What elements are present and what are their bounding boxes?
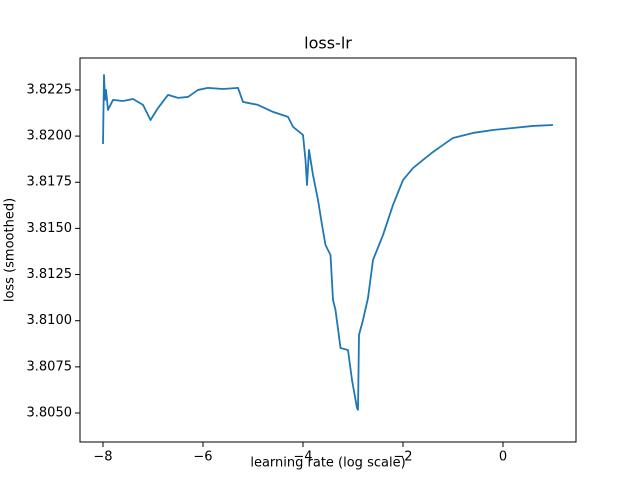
x-tick-label: −8 bbox=[93, 450, 112, 465]
y-tick-label: 3.8125 bbox=[27, 267, 73, 282]
y-tick-label: 3.8200 bbox=[27, 129, 73, 144]
y-tick-label: 3.8075 bbox=[27, 359, 73, 374]
x-axis-label: learning rate (log scale) bbox=[250, 456, 405, 471]
x-tick-label: −4 bbox=[293, 450, 312, 465]
y-tick-label: 3.8100 bbox=[27, 313, 73, 328]
x-tick-label: −6 bbox=[193, 450, 212, 465]
x-tick-label: 0 bbox=[499, 450, 507, 465]
plot-frame bbox=[79, 57, 577, 443]
chart-title: loss-lr bbox=[304, 34, 352, 53]
line bbox=[102, 74, 554, 411]
y-axis-label: loss (smoothed) bbox=[3, 198, 18, 302]
y-tick-label: 3.8175 bbox=[27, 175, 73, 190]
y-tick-label: 3.8225 bbox=[27, 82, 73, 97]
y-tick-label: 3.8150 bbox=[27, 221, 73, 236]
x-tick-label: −2 bbox=[393, 450, 412, 465]
y-tick-label: 3.8050 bbox=[27, 406, 73, 421]
